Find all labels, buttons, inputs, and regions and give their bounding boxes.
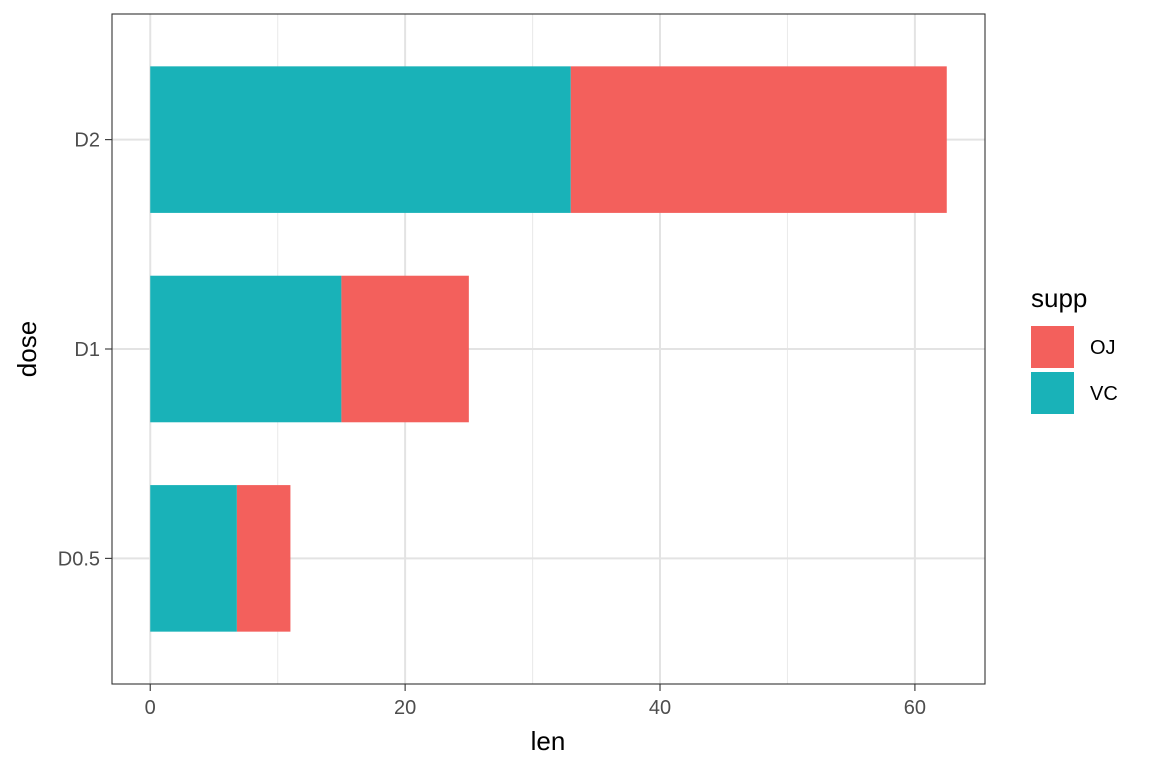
bars <box>150 66 947 632</box>
bar-vc-d2 <box>150 66 571 213</box>
y-tick-label: D2 <box>74 130 100 152</box>
bar-vc-d1 <box>150 275 342 423</box>
legend-key-vc <box>1031 372 1074 414</box>
bar-vc-d0-5 <box>150 485 237 632</box>
x-axis: 0 20 40 60 <box>145 684 926 719</box>
bar-oj-d1 <box>341 275 469 423</box>
x-tick-label: 0 <box>145 697 156 719</box>
x-tick-label: 60 <box>904 697 926 719</box>
y-tick-label: D1 <box>74 339 100 361</box>
bar-oj-d0-5 <box>236 485 291 632</box>
x-tick-label: 40 <box>649 697 671 719</box>
x-axis-title: len <box>531 726 566 756</box>
legend-label-vc: VC <box>1090 383 1118 405</box>
legend: supp OJ VC <box>1031 283 1118 414</box>
legend-key-oj <box>1031 326 1074 368</box>
y-axis-title: dose <box>12 321 42 377</box>
y-axis: D0.5 D1 D2 <box>58 130 112 570</box>
legend-title: supp <box>1031 283 1087 313</box>
x-tick-label: 20 <box>394 697 416 719</box>
y-tick-label: D0.5 <box>58 548 100 570</box>
legend-label-oj: OJ <box>1090 337 1116 359</box>
bar-oj-d2 <box>570 66 947 213</box>
